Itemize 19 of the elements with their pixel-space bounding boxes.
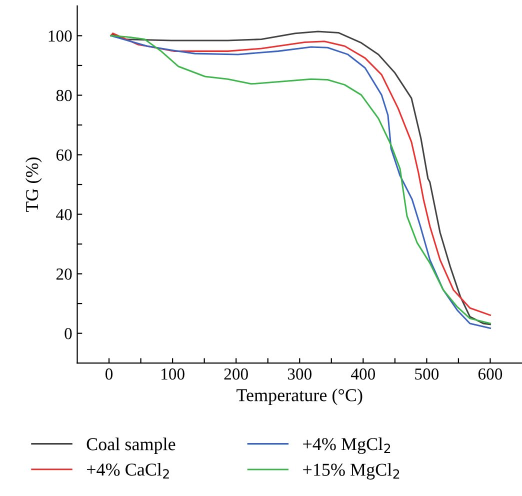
x-axis-title: Temperature (°C) [236, 388, 362, 405]
x-tick-label: 100 [162, 368, 184, 380]
x-tick-label: 600 [478, 368, 502, 380]
legend-label: Coal sample [86, 438, 176, 454]
legend-label: +15% MgCl$_{2}$ [303, 463, 400, 480]
x-tick-label: 200 [224, 368, 248, 380]
x-tick-label: 400 [350, 368, 376, 380]
x-tick-label: 500 [415, 368, 439, 380]
y-tick-label: 80 [56, 90, 72, 102]
y-tick-label: 0 [64, 328, 72, 340]
x-tick-label: 0 [105, 368, 113, 380]
legend-label: +4% CaCl$_{2}$ [86, 463, 169, 479]
y-tick-label: 100 [48, 30, 72, 42]
legend-label: +4% MgCl$_{2}$ [303, 438, 390, 454]
y-tick-label: 40 [56, 208, 72, 220]
x-tick-label: 300 [288, 368, 312, 380]
y-tick-label: 60 [56, 149, 72, 161]
y-axis-title: TG (%) [25, 157, 42, 212]
y-tick-label: 20 [56, 268, 72, 280]
